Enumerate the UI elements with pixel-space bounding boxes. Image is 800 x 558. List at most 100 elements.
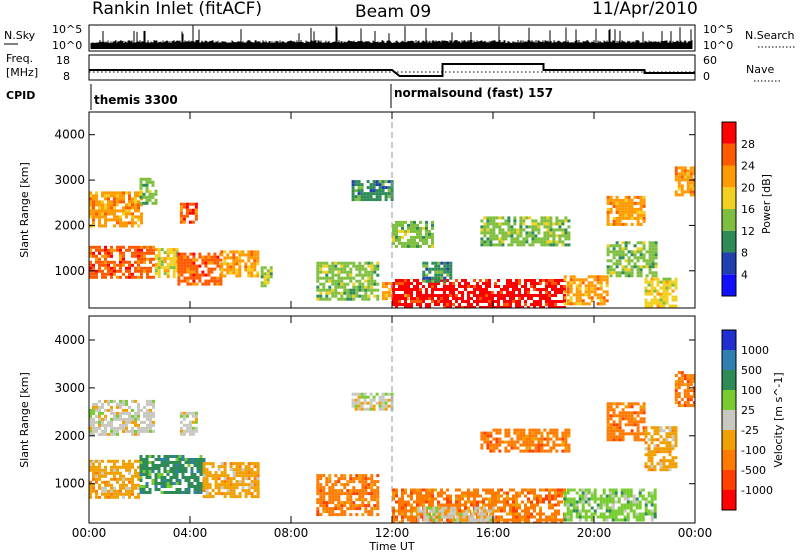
- power-cell: [119, 218, 122, 221]
- velocity-cell: [328, 510, 331, 513]
- velocity-cell: [621, 519, 624, 522]
- power-cell: [95, 194, 98, 197]
- power-cell: [416, 242, 419, 245]
- power-region: [261, 266, 273, 287]
- velocity-cell: [119, 490, 122, 493]
- power-cell: [370, 262, 373, 265]
- velocity-cell: [404, 516, 407, 519]
- power-cell: [358, 186, 361, 189]
- velocity-cell: [239, 492, 242, 495]
- velocity-cell: [416, 513, 419, 516]
- power-cell: [607, 199, 610, 202]
- power-cell: [434, 274, 437, 277]
- power-cell: [613, 244, 616, 247]
- power-cell: [690, 175, 693, 178]
- power-cell: [382, 183, 385, 186]
- velocity-cell: [364, 402, 367, 405]
- velocity-cell: [197, 485, 200, 488]
- power-cell: [631, 202, 634, 205]
- power-cell: [382, 192, 385, 195]
- velocity-cell: [316, 498, 319, 501]
- velocity-cell: [615, 516, 618, 519]
- power-cell: [533, 285, 536, 288]
- power-cell: [352, 277, 355, 280]
- power-cell: [690, 190, 693, 193]
- power-cell: [183, 256, 186, 259]
- power-cell: [434, 268, 437, 271]
- power-cell: [98, 264, 101, 267]
- power-cell: [125, 261, 128, 264]
- power-cell: [567, 284, 570, 287]
- freq-left-tick-bottom: 8: [63, 70, 70, 83]
- velocity-cell: [245, 465, 248, 468]
- velocity-cell: [483, 507, 486, 510]
- power-cell: [486, 216, 489, 219]
- power-cell: [437, 277, 440, 280]
- power-cell: [104, 267, 107, 270]
- power-cell: [425, 230, 428, 233]
- velocity-cell: [458, 504, 461, 507]
- velocity-cell: [152, 415, 155, 418]
- power-cell: [322, 262, 325, 265]
- power-cell: [625, 211, 628, 214]
- velocity-cell: [539, 501, 542, 504]
- power-cell: [515, 282, 518, 285]
- power-cell: [223, 262, 226, 265]
- velocity-cell: [337, 513, 340, 516]
- power-cell: [92, 270, 95, 273]
- power-cell: [346, 283, 349, 286]
- velocity-cell: [429, 516, 432, 519]
- power-cell: [401, 297, 404, 300]
- power-cell: [610, 244, 613, 247]
- power-cell: [663, 281, 666, 284]
- power-cell: [419, 233, 422, 236]
- velocity-cell: [101, 475, 104, 478]
- velocity-cell: [119, 484, 122, 487]
- power-cell: [388, 180, 391, 183]
- power-cell: [398, 288, 401, 291]
- power-cell: [392, 239, 395, 242]
- power-cell: [238, 271, 241, 274]
- power-cell: [180, 256, 183, 259]
- velocity-cell: [131, 493, 134, 496]
- velocity-cell: [230, 468, 233, 471]
- velocity-cell: [417, 507, 420, 510]
- power-cell: [591, 284, 594, 287]
- power-cell: [364, 271, 367, 274]
- power-cell: [149, 252, 152, 255]
- power-cell: [443, 280, 446, 283]
- power-cell: [434, 265, 437, 268]
- power-cell: [479, 288, 482, 291]
- velocity-cell: [489, 444, 492, 447]
- velocity-cell: [131, 400, 134, 403]
- velocity-cell: [551, 519, 554, 522]
- velocity-cell: [492, 510, 495, 513]
- velocity-cell: [570, 513, 573, 516]
- power-cell: [413, 239, 416, 242]
- velocity-cell: [524, 507, 527, 510]
- velocity-cell: [518, 513, 521, 516]
- power-cell: [491, 297, 494, 300]
- velocity-cell: [468, 510, 471, 513]
- power-cell: [545, 300, 548, 303]
- power-cell: [488, 279, 491, 282]
- velocity-cell: [527, 498, 530, 501]
- velocity-cell: [192, 421, 195, 424]
- velocity-cell: [143, 491, 146, 494]
- power-cell: [637, 217, 640, 220]
- velocity-cell: [188, 464, 191, 467]
- velocity-cell: [119, 412, 122, 415]
- velocity-cell: [189, 421, 192, 424]
- velocity-cell: [573, 507, 576, 510]
- power-cell: [576, 299, 579, 302]
- velocity-cell: [425, 492, 428, 495]
- power-cell: [367, 198, 370, 201]
- power-cell: [522, 222, 525, 225]
- velocity-cell: [352, 492, 355, 495]
- power-cell: [410, 224, 413, 227]
- power-cell: [637, 196, 640, 199]
- velocity-cell: [551, 513, 554, 516]
- velocity-cell: [325, 483, 328, 486]
- velocity-cell: [367, 402, 370, 405]
- velocity-cell: [624, 516, 627, 519]
